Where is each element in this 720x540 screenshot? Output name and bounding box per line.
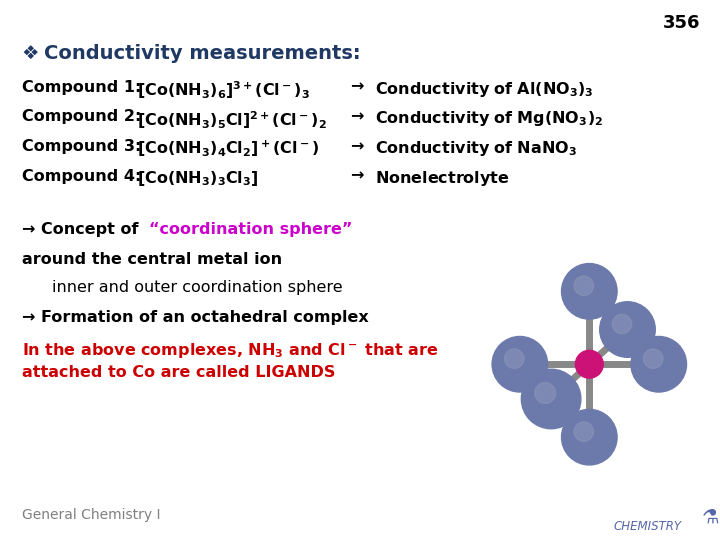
Text: ❖: ❖: [22, 44, 40, 63]
Text: attached to Co are called LIGANDS: attached to Co are called LIGANDS: [22, 365, 336, 380]
Text: $\mathbf{[Co(NH_3)_3Cl_3]}$: $\mathbf{[Co(NH_3)_3Cl_3]}$: [137, 169, 258, 188]
Text: →: →: [350, 79, 364, 94]
Text: Conductivity measurements:: Conductivity measurements:: [44, 44, 360, 63]
Circle shape: [535, 383, 556, 403]
Text: →: →: [350, 169, 364, 184]
Circle shape: [492, 336, 548, 392]
Text: $\mathbf{[Co(NH_3)_5Cl]^{2+}(Cl^-)_2}$: $\mathbf{[Co(NH_3)_5Cl]^{2+}(Cl^-)_2}$: [137, 109, 327, 131]
Text: $\mathbf{Conductivity\ of\ Mg(NO_3)_2}$: $\mathbf{Conductivity\ of\ Mg(NO_3)_2}$: [375, 109, 603, 129]
Text: →: →: [350, 139, 364, 154]
Circle shape: [612, 314, 631, 334]
Circle shape: [562, 264, 617, 319]
Text: inner and outer coordination sphere: inner and outer coordination sphere: [52, 280, 342, 295]
Text: Compound 1:: Compound 1:: [22, 79, 141, 94]
Text: Compound 4:: Compound 4:: [22, 169, 141, 184]
Text: Compound 3:: Compound 3:: [22, 139, 141, 154]
Circle shape: [600, 302, 655, 357]
Text: ⚗: ⚗: [701, 508, 719, 527]
Text: → Formation of an octahedral complex: → Formation of an octahedral complex: [22, 309, 369, 325]
Text: 356: 356: [663, 14, 701, 32]
Text: $\mathbf{Conductivity\ of\ Al(NO_3)_3}$: $\mathbf{Conductivity\ of\ Al(NO_3)_3}$: [375, 79, 594, 98]
Text: $\mathbf{Conductivity\ of\ NaNO_3}$: $\mathbf{Conductivity\ of\ NaNO_3}$: [375, 139, 577, 158]
Circle shape: [575, 350, 603, 378]
Circle shape: [521, 369, 581, 429]
Text: around the central metal ion: around the central metal ion: [22, 252, 282, 267]
Text: “coordination sphere”: “coordination sphere”: [149, 222, 352, 238]
Circle shape: [505, 349, 524, 368]
Circle shape: [644, 349, 663, 368]
Text: → Concept of: → Concept of: [22, 222, 144, 238]
Text: CHEMISTRY: CHEMISTRY: [613, 520, 681, 533]
Text: →: →: [350, 109, 364, 124]
Text: $\mathbf{[Co(NH_3)_4Cl_2]^+(Cl^-)}$: $\mathbf{[Co(NH_3)_4Cl_2]^+(Cl^-)}$: [137, 139, 319, 159]
Circle shape: [562, 409, 617, 465]
Text: In the above complexes, $\mathbf{NH_3}$ and Cl$\mathbf{^-}$ that are: In the above complexes, $\mathbf{NH_3}$ …: [22, 341, 438, 360]
Circle shape: [631, 336, 687, 392]
Text: $\mathbf{Nonelectrolyte}$: $\mathbf{Nonelectrolyte}$: [375, 169, 510, 188]
Text: Compound 2:: Compound 2:: [22, 109, 141, 124]
Text: $\mathbf{[Co(NH_3)_6]^{3+}(Cl^-)_3}$: $\mathbf{[Co(NH_3)_6]^{3+}(Cl^-)_3}$: [137, 79, 310, 101]
Circle shape: [574, 422, 593, 441]
Circle shape: [574, 276, 593, 295]
Text: General Chemistry I: General Chemistry I: [22, 508, 161, 522]
